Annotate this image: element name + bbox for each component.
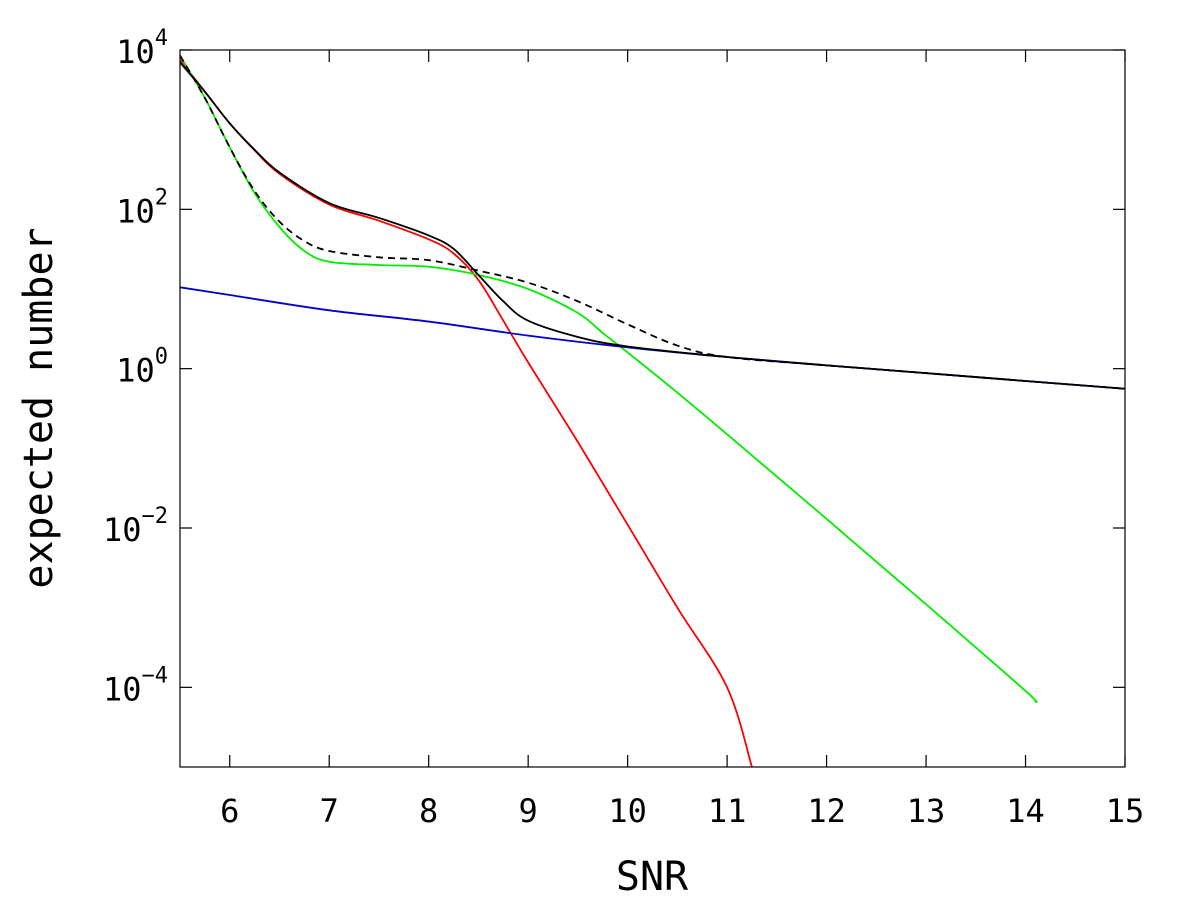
x-tick-label: 10 — [608, 792, 647, 830]
y-axis-title: expected number — [16, 227, 62, 588]
x-tick-label: 14 — [1006, 792, 1045, 830]
axes-layer: 6 7 8 9 10 11 12 13 14 15 104 102 100 10−2 10−4 — [103, 26, 1144, 830]
y-tick-label: 10−4 — [103, 663, 168, 708]
x-tick-label: 11 — [708, 792, 747, 830]
y-tick-label: 102 — [116, 185, 168, 230]
y-tick-label: 10−2 — [103, 504, 168, 549]
series-line-4 — [180, 61, 1125, 390]
y-tick-label: 104 — [116, 26, 168, 71]
x-tick-label: 6 — [220, 792, 239, 830]
x-tick-label: 12 — [807, 792, 846, 830]
x-tick-label: 15 — [1106, 792, 1145, 830]
x-tick-label: 8 — [419, 792, 438, 830]
plot-frame — [179, 49, 1126, 768]
y-tick-label: 100 — [116, 345, 168, 390]
series-line-5 — [180, 55, 1125, 390]
x-axis-title: SNR — [616, 854, 689, 900]
series-line-2 — [180, 55, 1038, 704]
series-line-1 — [180, 59, 753, 767]
x-tick-label: 7 — [320, 792, 339, 830]
x-tick-label: 13 — [907, 792, 946, 830]
series-layer — [180, 55, 1125, 767]
x-tick-label: 9 — [519, 792, 538, 830]
